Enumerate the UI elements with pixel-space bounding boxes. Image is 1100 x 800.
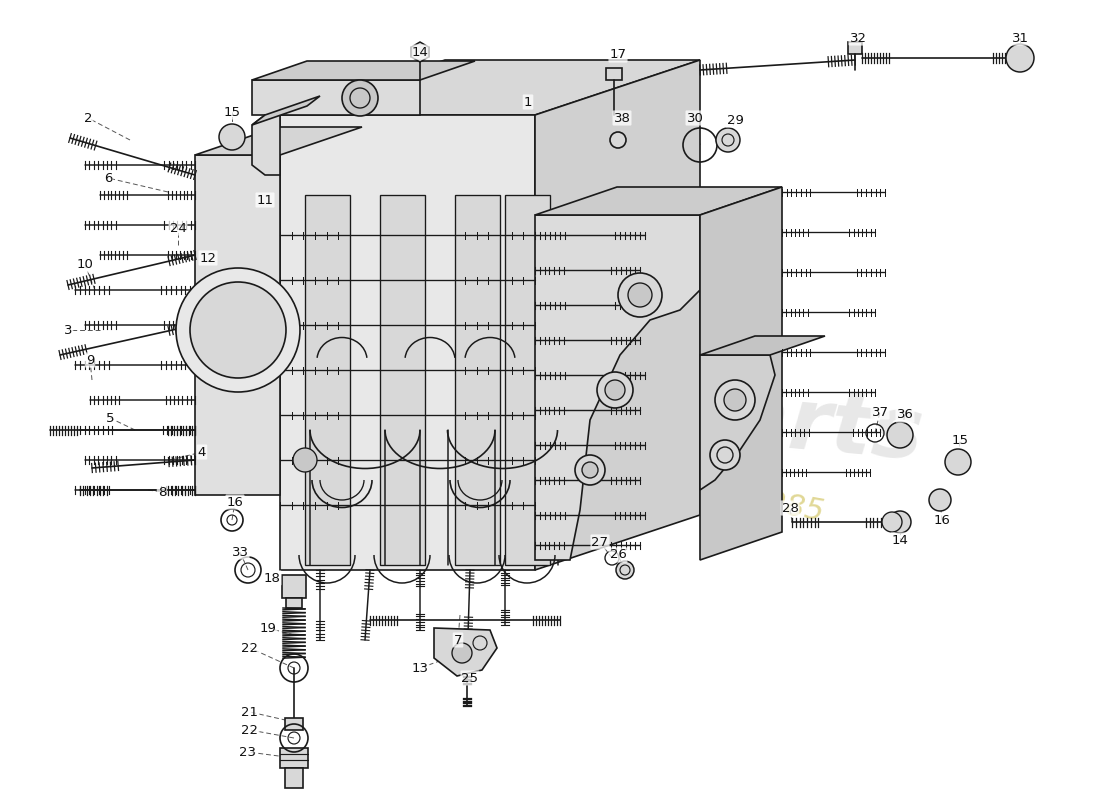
Circle shape [293, 448, 317, 472]
Text: 27: 27 [592, 535, 608, 549]
Circle shape [945, 449, 971, 475]
Text: 9: 9 [86, 354, 95, 366]
Polygon shape [252, 96, 320, 125]
Polygon shape [305, 195, 350, 565]
Circle shape [716, 128, 740, 152]
Polygon shape [505, 195, 550, 565]
Text: 4: 4 [198, 446, 206, 458]
Text: 17: 17 [609, 49, 627, 62]
Text: 24: 24 [169, 222, 186, 234]
Circle shape [597, 372, 632, 408]
Polygon shape [535, 60, 700, 570]
Polygon shape [700, 336, 825, 355]
Circle shape [628, 283, 652, 307]
Polygon shape [700, 187, 782, 560]
Circle shape [887, 422, 913, 448]
Text: 33: 33 [231, 546, 249, 558]
Polygon shape [252, 61, 475, 80]
Polygon shape [434, 628, 497, 676]
Text: 19: 19 [260, 622, 276, 634]
Polygon shape [195, 155, 280, 495]
Polygon shape [280, 115, 535, 570]
Polygon shape [535, 187, 782, 215]
Text: 6: 6 [103, 171, 112, 185]
Text: 13: 13 [411, 662, 429, 674]
Text: 11: 11 [256, 194, 274, 206]
Circle shape [342, 80, 378, 116]
Polygon shape [285, 768, 303, 788]
Text: 3: 3 [64, 323, 73, 337]
Circle shape [930, 489, 952, 511]
Text: eurOparts: eurOparts [432, 352, 927, 478]
Circle shape [605, 380, 625, 400]
Circle shape [452, 643, 472, 663]
Circle shape [219, 124, 245, 150]
Polygon shape [606, 68, 621, 80]
Text: 2: 2 [84, 111, 92, 125]
Polygon shape [379, 195, 425, 565]
Text: 31: 31 [1012, 31, 1028, 45]
Text: 26: 26 [609, 549, 626, 562]
Text: 29: 29 [727, 114, 744, 126]
Circle shape [610, 132, 626, 148]
Text: 12: 12 [199, 251, 217, 265]
Polygon shape [280, 748, 308, 768]
Polygon shape [195, 127, 362, 155]
Text: 7: 7 [453, 634, 462, 646]
Text: 22: 22 [242, 723, 258, 737]
Polygon shape [455, 195, 500, 565]
Circle shape [724, 389, 746, 411]
Polygon shape [282, 575, 306, 598]
Text: 22: 22 [242, 642, 258, 654]
Polygon shape [285, 718, 303, 730]
Text: 14: 14 [892, 534, 909, 546]
Polygon shape [848, 42, 862, 54]
Polygon shape [252, 80, 420, 115]
Text: 18: 18 [264, 571, 280, 585]
Text: 5: 5 [106, 411, 114, 425]
Circle shape [889, 511, 911, 533]
Circle shape [618, 273, 662, 317]
Polygon shape [252, 115, 280, 175]
Text: 28: 28 [782, 502, 799, 514]
Text: 37: 37 [871, 406, 889, 418]
Text: 30: 30 [686, 111, 703, 125]
Polygon shape [280, 60, 700, 115]
Polygon shape [411, 42, 429, 62]
Circle shape [710, 440, 740, 470]
Circle shape [176, 268, 300, 392]
Circle shape [882, 512, 902, 532]
Circle shape [582, 462, 598, 478]
Circle shape [575, 455, 605, 485]
Circle shape [1006, 44, 1034, 72]
Polygon shape [700, 355, 776, 490]
Circle shape [715, 380, 755, 420]
Text: 23: 23 [240, 746, 256, 758]
Circle shape [190, 282, 286, 378]
Text: a passion for since 1985: a passion for since 1985 [454, 434, 826, 526]
Text: 32: 32 [849, 31, 867, 45]
Text: 21: 21 [242, 706, 258, 718]
Text: 36: 36 [896, 409, 913, 422]
Text: 15: 15 [952, 434, 968, 446]
Circle shape [616, 561, 634, 579]
Text: 38: 38 [614, 111, 630, 125]
Polygon shape [286, 598, 302, 608]
Text: 8: 8 [157, 486, 166, 498]
Text: 14: 14 [411, 46, 428, 58]
Text: 16: 16 [227, 495, 243, 509]
Text: 16: 16 [934, 514, 950, 526]
Text: 1: 1 [524, 95, 532, 109]
Text: 10: 10 [77, 258, 94, 271]
Polygon shape [535, 215, 700, 560]
Text: 25: 25 [462, 671, 478, 685]
Text: 15: 15 [223, 106, 241, 118]
